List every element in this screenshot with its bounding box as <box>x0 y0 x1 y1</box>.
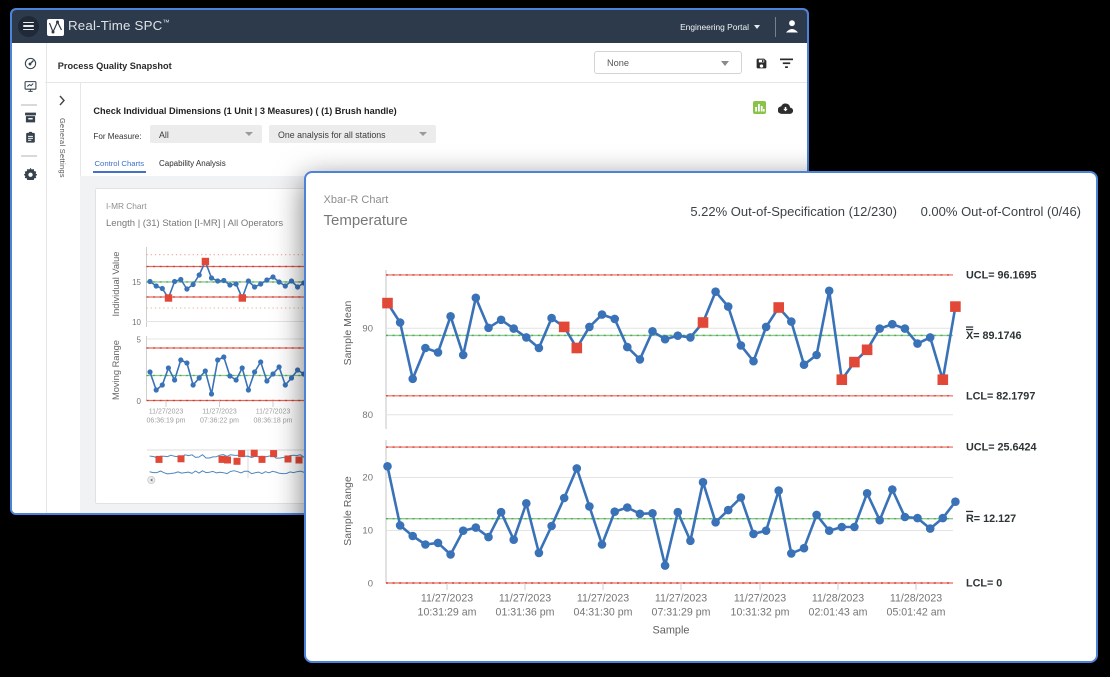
svg-text:10: 10 <box>132 318 141 327</box>
svg-text:11/27/2023: 11/27/2023 <box>202 409 237 416</box>
svg-text:04:31:30 pm: 04:31:30 pm <box>574 607 633 619</box>
svg-text:15: 15 <box>132 278 141 287</box>
svg-text:0: 0 <box>137 397 142 406</box>
svg-text:07:36:22 pm: 07:36:22 pm <box>200 418 239 425</box>
svg-text:90: 90 <box>362 324 373 335</box>
svg-text:LCL= 82.1797: LCL= 82.1797 <box>966 390 1035 402</box>
svg-text:Moving Range: Moving Range <box>111 340 121 400</box>
svg-text:10:31:29 am: 10:31:29 am <box>418 607 477 619</box>
svg-text:0: 0 <box>368 578 373 589</box>
svg-text:Xbar-R Chart: Xbar-R Chart <box>324 194 389 206</box>
svg-text:01:31:36 pm: 01:31:36 pm <box>496 607 555 619</box>
svg-text:5: 5 <box>137 336 142 345</box>
svg-text:Sample Range: Sample Range <box>342 476 354 546</box>
svg-text:LCL= 0: LCL= 0 <box>966 578 1002 590</box>
svg-text:I-MR Chart: I-MR Chart <box>106 201 147 211</box>
svg-text:11/27/2023: 11/27/2023 <box>734 593 786 605</box>
svg-text:80: 80 <box>362 410 373 421</box>
svg-text:06:36:19 pm: 06:36:19 pm <box>147 418 186 425</box>
svg-text:10: 10 <box>362 526 373 537</box>
svg-text:UCL= 25.6424: UCL= 25.6424 <box>966 442 1037 454</box>
svg-text:R= 12.127: R= 12.127 <box>966 513 1016 525</box>
svg-text:20: 20 <box>362 473 373 484</box>
svg-text:08:36:18 pm: 08:36:18 pm <box>254 418 293 425</box>
svg-text:02:01:43 am: 02:01:43 am <box>809 607 868 619</box>
svg-text:05:01:42 am: 05:01:42 am <box>887 607 946 619</box>
svg-text:X= 89.1746: X= 89.1746 <box>966 330 1022 342</box>
svg-text:Individual Value: Individual Value <box>111 252 121 317</box>
svg-text:11/27/2023: 11/27/2023 <box>256 409 291 416</box>
svg-text:11/28/2023: 11/28/2023 <box>812 593 864 605</box>
svg-text:11/27/2023: 11/27/2023 <box>421 593 473 605</box>
svg-text:11/27/2023: 11/27/2023 <box>655 593 707 605</box>
svg-text:5.22% Out-of-Specification (12: 5.22% Out-of-Specification (12/230) <box>690 204 897 219</box>
svg-text:10:31:32 pm: 10:31:32 pm <box>731 607 790 619</box>
svg-text:Sample Mean: Sample Mean <box>342 300 354 365</box>
svg-text:11/27/2023: 11/27/2023 <box>499 593 551 605</box>
svg-text:07:31:29 pm: 07:31:29 pm <box>652 607 711 619</box>
svg-text:11/27/2023: 11/27/2023 <box>149 409 184 416</box>
svg-text:0.00% Out-of-Control (0/46): 0.00% Out-of-Control (0/46) <box>921 204 1081 219</box>
svg-text:11/27/2023: 11/27/2023 <box>577 593 629 605</box>
svg-text:Length | (31) Station [I-MR] |: Length | (31) Station [I-MR] | All Opera… <box>106 218 283 229</box>
svg-text:UCL= 96.1695: UCL= 96.1695 <box>966 269 1037 281</box>
svg-text:11/28/2023: 11/28/2023 <box>890 593 942 605</box>
svg-text:Temperature: Temperature <box>324 212 408 229</box>
svg-text:Sample: Sample <box>653 625 690 637</box>
